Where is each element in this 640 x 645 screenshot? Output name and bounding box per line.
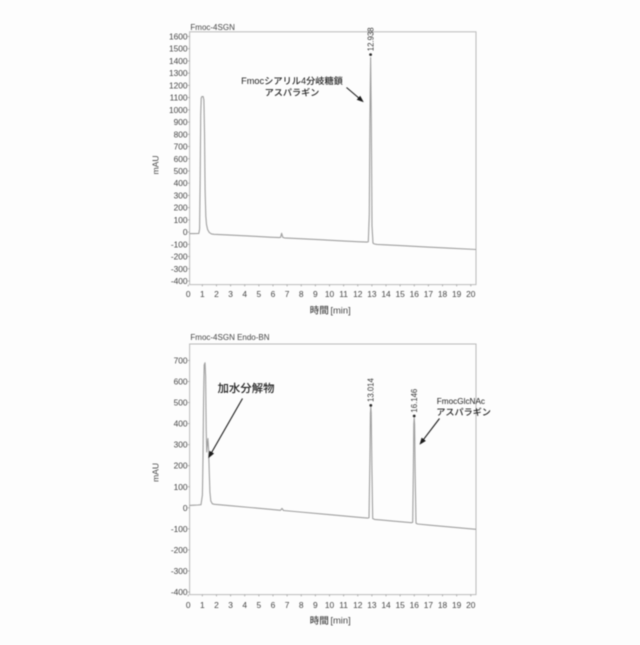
- svg-text:11: 11: [339, 600, 348, 610]
- svg-text:900: 900: [174, 117, 188, 127]
- svg-text:19: 19: [452, 600, 462, 610]
- svg-text:18: 18: [438, 600, 448, 610]
- svg-text:16.146: 16.146: [410, 389, 419, 413]
- svg-text:0: 0: [183, 503, 188, 513]
- svg-text:Fmoc-4SGN: Fmoc-4SGN: [190, 23, 235, 32]
- svg-text:15: 15: [395, 600, 405, 610]
- svg-text:0: 0: [186, 600, 191, 610]
- svg-text:100: 100: [174, 215, 188, 225]
- svg-text:19: 19: [452, 289, 462, 299]
- svg-text:2: 2: [214, 600, 219, 610]
- svg-text:200: 200: [174, 203, 188, 213]
- svg-text:[min]: [min]: [330, 615, 350, 626]
- svg-text:5: 5: [257, 289, 262, 299]
- svg-text:15: 15: [395, 289, 405, 299]
- svg-text:20: 20: [466, 289, 476, 299]
- svg-text:6: 6: [271, 600, 276, 610]
- svg-text:12: 12: [353, 289, 363, 299]
- svg-text:700: 700: [174, 142, 188, 152]
- svg-text:12: 12: [353, 600, 363, 610]
- svg-text:8: 8: [299, 600, 304, 610]
- svg-text:0: 0: [183, 227, 188, 237]
- svg-text:20: 20: [466, 600, 476, 610]
- svg-text:14: 14: [381, 600, 391, 610]
- svg-text:1400: 1400: [169, 56, 188, 66]
- svg-text:600: 600: [174, 154, 188, 164]
- svg-text:8: 8: [299, 289, 304, 299]
- svg-text:10: 10: [325, 600, 335, 610]
- svg-text:12.938: 12.938: [366, 27, 375, 51]
- svg-text:14: 14: [381, 289, 391, 299]
- svg-text:4: 4: [242, 600, 247, 610]
- svg-text:4: 4: [301, 76, 306, 86]
- svg-text:200: 200: [174, 461, 188, 471]
- svg-text:16: 16: [410, 600, 420, 610]
- svg-text:-400: -400: [171, 587, 188, 597]
- svg-text:17: 17: [424, 289, 434, 299]
- svg-text:-400: -400: [171, 276, 188, 286]
- svg-text:300: 300: [174, 190, 188, 200]
- svg-text:500: 500: [174, 398, 188, 408]
- svg-text:[min]: [min]: [330, 304, 350, 315]
- svg-text:1100: 1100: [170, 93, 188, 103]
- svg-text:4: 4: [242, 289, 247, 299]
- svg-text:11: 11: [339, 289, 348, 299]
- svg-text:1300: 1300: [169, 68, 188, 78]
- svg-text:18: 18: [438, 289, 448, 299]
- svg-text:9: 9: [313, 289, 318, 299]
- svg-text:400: 400: [174, 178, 188, 188]
- svg-text:100: 100: [174, 482, 188, 492]
- svg-text:-100: -100: [171, 239, 188, 249]
- svg-text:300: 300: [174, 440, 188, 450]
- svg-text:Fmoc: Fmoc: [241, 76, 264, 86]
- svg-text:mAU: mAU: [151, 155, 161, 174]
- svg-text:-300: -300: [171, 264, 188, 274]
- svg-text:-200: -200: [171, 252, 188, 262]
- svg-text:2: 2: [214, 289, 219, 299]
- svg-text:-200: -200: [171, 545, 188, 555]
- svg-text:6: 6: [271, 289, 276, 299]
- svg-text:16: 16: [410, 289, 420, 299]
- svg-text:7: 7: [285, 289, 290, 299]
- svg-text:1500: 1500: [169, 44, 188, 54]
- svg-text:0: 0: [186, 289, 191, 299]
- svg-text:700: 700: [174, 355, 188, 365]
- svg-text:500: 500: [174, 166, 188, 176]
- svg-text:10: 10: [325, 289, 335, 299]
- svg-text:400: 400: [174, 419, 188, 429]
- svg-text:-100: -100: [171, 524, 188, 534]
- svg-text:1200: 1200: [169, 80, 188, 90]
- svg-text:13.014: 13.014: [367, 377, 376, 402]
- svg-text:Fmoc-4SGN Endo-BN: Fmoc-4SGN Endo-BN: [190, 333, 269, 342]
- svg-text:13: 13: [367, 600, 377, 610]
- svg-text:17: 17: [424, 600, 434, 610]
- svg-text:1: 1: [200, 600, 205, 610]
- svg-text:mAU: mAU: [151, 463, 161, 482]
- svg-text:-300: -300: [171, 566, 188, 576]
- svg-text:800: 800: [174, 129, 188, 139]
- svg-text:5: 5: [257, 600, 262, 610]
- svg-text:7: 7: [285, 600, 290, 610]
- svg-text:1600: 1600: [169, 32, 188, 42]
- svg-text:FmocGlcNAc: FmocGlcNAc: [437, 397, 485, 406]
- svg-text:1: 1: [200, 289, 205, 299]
- svg-text:1000: 1000: [169, 105, 188, 115]
- svg-text:600: 600: [174, 377, 188, 387]
- svg-text:3: 3: [228, 289, 233, 299]
- svg-text:9: 9: [313, 600, 318, 610]
- svg-text:13: 13: [367, 289, 377, 299]
- svg-text:3: 3: [228, 600, 233, 610]
